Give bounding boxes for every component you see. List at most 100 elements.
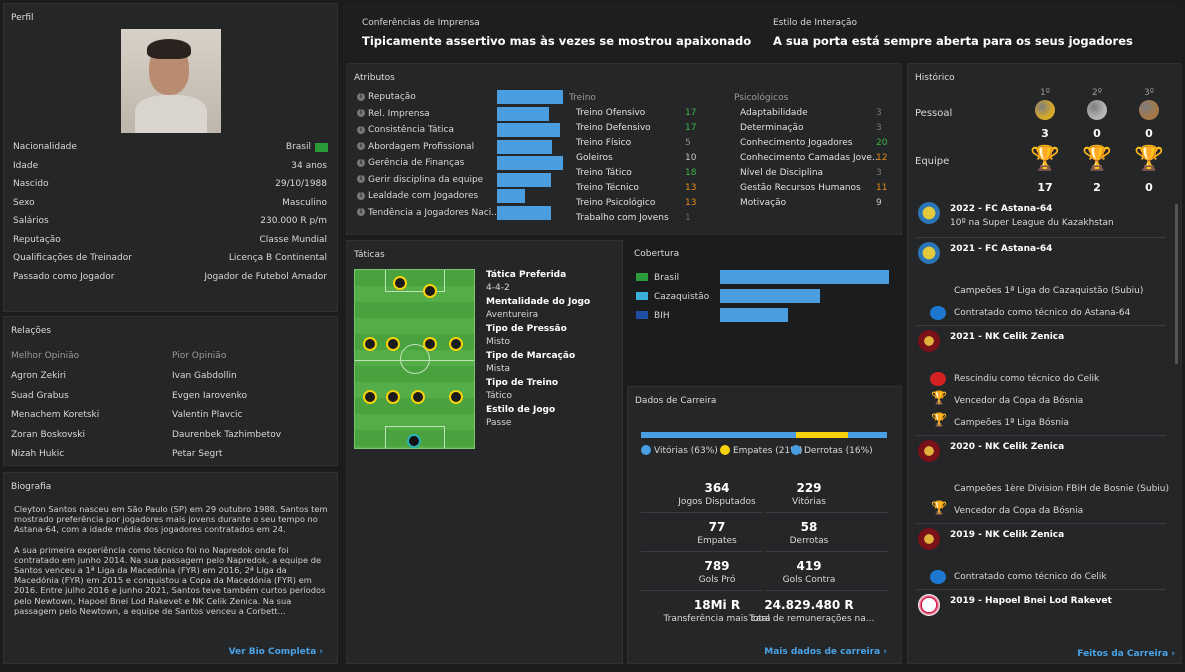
relations-title: Relações [11, 326, 52, 336]
legend-label: Derrotas (16%) [804, 446, 873, 456]
tactic-label: Tipo de Marcação [486, 351, 576, 361]
career-split-bar [641, 432, 887, 438]
divider [916, 523, 1166, 524]
attribute-label: Determinação [740, 123, 804, 133]
celik-crest-icon [918, 330, 940, 352]
best-opinion-person[interactable]: Zoran Boskovski [11, 429, 85, 440]
attribute-row[interactable]: i Gerir disciplina da equipe [357, 175, 483, 185]
contract-signed-icon [930, 306, 946, 320]
more-career-link[interactable]: Mais dados de carreira › [764, 647, 887, 657]
history-panel: Histórico 1º 2º 3º Pessoal Equipe 3 🏆 17 0 🏆 2 0… [907, 63, 1182, 664]
divider [916, 325, 1166, 326]
career-stat-label: Gols Contra [782, 575, 836, 585]
player-marker [411, 390, 425, 404]
attribute-row[interactable]: i Lealdade com Jogadores [357, 191, 478, 201]
career-stat-label: Total de remunerações na... [749, 614, 875, 624]
history-club-title[interactable]: 2019 - NK Celik Zenica [950, 530, 1065, 540]
profile-title: Perfil [11, 13, 34, 23]
tactic-value: 4-4-2 [486, 283, 510, 293]
worst-opinion-person[interactable]: Petar Segrt [172, 449, 223, 459]
career-feats-link[interactable]: Feitos da Carreira › [1077, 649, 1175, 659]
info-icon: i [357, 125, 365, 134]
attribute-value: 13 [685, 183, 697, 193]
celik-crest-icon [918, 440, 940, 462]
attribute-label: Reputação [368, 92, 416, 102]
history-club-title[interactable]: 2021 - FC Astana-64 [950, 244, 1053, 254]
history-event: Contratado como técnico do Celik [954, 572, 1107, 582]
tactic-value: Aventureira [486, 310, 539, 320]
best-opinion-person[interactable]: Agron Zekiri [11, 371, 67, 381]
tactic-label: Tipo de Treino [486, 378, 559, 388]
player-marker [423, 337, 437, 351]
career-stat-value: 58 [800, 520, 818, 534]
attribute-value: 5 [685, 138, 691, 148]
attribute-label: Treino Ofensivo [576, 108, 646, 118]
history-club-title[interactable]: 2021 - NK Celik Zenica [950, 332, 1065, 342]
history-timeline[interactable]: 2022 - FC Astana-64 10º na Super League d… [916, 200, 1172, 642]
biography-title: Biografia [11, 482, 52, 492]
profile-value: Licença B Continental [228, 253, 327, 263]
attribute-row[interactable]: i Tendência a Jogadores Naci... [357, 208, 500, 218]
team-count: 0 [1145, 181, 1153, 194]
attribute-value: 3 [876, 168, 882, 178]
attribute-label: Treino Psicológico [576, 198, 656, 208]
career-stat-label: Transferência mais cara [663, 614, 771, 624]
attribute-row[interactable]: i Rel. Imprensa [357, 109, 430, 119]
hapoel-crest-icon [918, 594, 940, 616]
history-club-title[interactable]: 2020 - NK Celik Zenica [950, 442, 1065, 452]
history-event: Vencedor da Copa da Bósnia [954, 396, 1084, 406]
best-opinion-person[interactable]: Menachem Koretski [11, 410, 100, 420]
worst-opinion-person[interactable]: Ivan Gabdollin [172, 371, 237, 381]
bronze-trophy-icon: 🏆 [1134, 144, 1164, 172]
profile-label: Passado como Jogador [13, 271, 115, 282]
attribute-label: Lealdade com Jogadores [368, 191, 479, 201]
brazil-flag-icon [636, 273, 648, 281]
attribute-value: 10 [685, 153, 697, 163]
attribute-value: 18 [685, 168, 697, 178]
psych-header: Psicológicos [734, 93, 789, 103]
history-scrollbar[interactable] [1175, 204, 1178, 364]
player-marker [449, 390, 463, 404]
trophy-icon: 🏆 [931, 501, 948, 516]
history-club-title[interactable]: 2019 - Hapoel Bnei Lod Rakevet [950, 596, 1112, 606]
best-opinion-person[interactable]: Nizah Hukic [11, 449, 65, 459]
career-stat-value: 364 [704, 481, 730, 495]
profile-value: 34 anos [291, 160, 327, 171]
attribute-row[interactable]: i Gerência de Finanças [357, 158, 464, 168]
full-bio-link[interactable]: Ver Bio Completa › [229, 647, 323, 657]
best-opinion-person[interactable]: Suad Grabus [11, 390, 69, 401]
tactic-label: Tipo de Pressão [486, 324, 567, 334]
attribute-value: 13 [685, 198, 697, 208]
attribute-row[interactable]: i Reputação [357, 92, 416, 102]
attribute-label: Abordagem Profissional [368, 141, 475, 152]
tactic-label: Estilo de Jogo [486, 405, 556, 415]
attribute-value: 11 [876, 183, 888, 193]
profile-label: Nacionalidade [13, 142, 77, 152]
player-marker [449, 337, 463, 351]
profile-value: Classe Mundial [259, 234, 327, 245]
attribute-label: Gerir disciplina da equipe [368, 174, 484, 185]
tactic-label: Tática Preferida [486, 270, 567, 280]
worst-opinion-person[interactable]: Evgen Iarovenko [172, 390, 247, 401]
career-stat-value: 24.829.480 R [764, 598, 854, 612]
attribute-row[interactable]: i Abordagem Profissional [357, 142, 474, 152]
history-club-title[interactable]: 2022 - FC Astana-64 [950, 204, 1053, 214]
profile-label: Salários [13, 216, 49, 226]
attribute-label: Conhecimento Jogadores [740, 138, 853, 148]
attribute-label: Trabalho com Jovens [576, 213, 669, 223]
divider [916, 435, 1166, 436]
chevron-right-icon: › [1168, 649, 1175, 659]
press-label: Conferências de Imprensa [362, 18, 480, 28]
tactic-value: Misto [486, 337, 510, 347]
team-count: 17 [1037, 181, 1053, 194]
attribute-row[interactable]: i Consistência Tática [357, 125, 454, 135]
attribute-value: 17 [685, 123, 697, 133]
interaction-label: Estilo de Interação [773, 18, 857, 28]
profile-label: Reputação [13, 234, 61, 245]
profile-label: Qualificações de Treinador [13, 253, 132, 263]
medal-header: 3º [1144, 88, 1154, 98]
divider [766, 590, 888, 591]
worst-opinion-person[interactable]: Valentin Plavcic [172, 410, 243, 420]
worst-opinion-person[interactable]: Daurenbek Tazhimbetov [172, 429, 282, 440]
career-stat-value: 18Mi R [693, 598, 741, 612]
